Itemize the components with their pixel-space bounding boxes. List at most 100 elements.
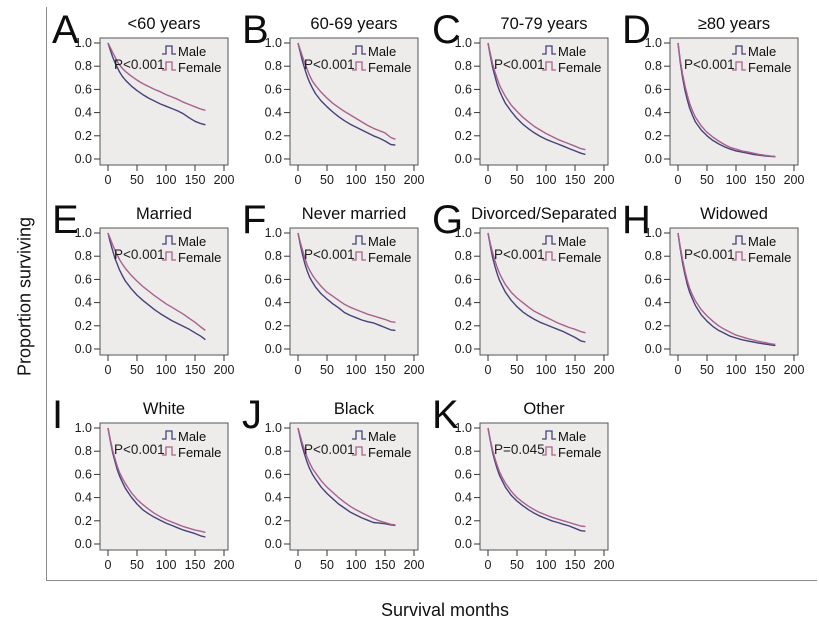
km-panel-E: E Married 1.0 0.8 0.6 0.4 0.2 0.0 0 50 100 150 200 P<… bbox=[50, 190, 245, 380]
p-value-label: P<0.001 bbox=[494, 57, 545, 72]
female-curve bbox=[487, 427, 586, 528]
panel-title: 60-69 years bbox=[310, 15, 397, 33]
x-tick-label: 50 bbox=[130, 363, 144, 377]
plot-area bbox=[479, 422, 609, 551]
x-tick-label: 0 bbox=[295, 363, 302, 377]
panel-title: Widowed bbox=[700, 205, 768, 223]
male-curve bbox=[297, 427, 396, 527]
x-tick-label: 0 bbox=[485, 558, 492, 572]
panel-letter: K bbox=[432, 393, 459, 437]
x-tick-label: 50 bbox=[700, 173, 714, 187]
legend-male-glyph bbox=[352, 235, 366, 245]
y-tick-label: 0.8 bbox=[75, 59, 92, 73]
female-curve bbox=[107, 232, 206, 331]
y-tick-label: 0.2 bbox=[645, 129, 662, 143]
panel-letter: F bbox=[242, 198, 266, 242]
km-panel-C: C 70-79 years 1.0 0.8 0.6 0.4 0.2 0.0 0 50 100 150 2… bbox=[430, 0, 625, 190]
legend-male-glyph bbox=[732, 235, 746, 245]
legend-male-label: Male bbox=[558, 429, 586, 444]
panel-letter: B bbox=[242, 8, 269, 52]
p-value-label: P=0.045 bbox=[494, 442, 545, 457]
y-tick-label: 0.0 bbox=[645, 342, 662, 356]
y-tick-label: 1.0 bbox=[265, 226, 282, 240]
y-tick-label: 0.4 bbox=[265, 491, 282, 505]
legend-male-label: Male bbox=[178, 429, 206, 444]
x-tick-label: 200 bbox=[594, 558, 615, 572]
x-tick-label: 0 bbox=[295, 173, 302, 187]
y-tick-label: 0.6 bbox=[265, 272, 282, 286]
female-curve bbox=[107, 427, 206, 534]
y-tick-label: 0.6 bbox=[455, 467, 472, 481]
x-tick-label: 200 bbox=[594, 173, 615, 187]
y-tick-label: 0.4 bbox=[75, 296, 92, 310]
y-tick-label: 0.8 bbox=[265, 59, 282, 73]
y-tick-label: 0.6 bbox=[75, 82, 92, 96]
x-tick-label: 0 bbox=[675, 363, 682, 377]
legend-male-glyph bbox=[732, 45, 746, 55]
x-tick-label: 150 bbox=[185, 363, 206, 377]
legend-male-label: Male bbox=[748, 234, 776, 249]
x-tick-label: 50 bbox=[510, 558, 524, 572]
x-tick-label: 150 bbox=[375, 558, 396, 572]
panel-letter: I bbox=[52, 393, 63, 437]
legend-male-glyph bbox=[162, 235, 176, 245]
y-tick-label: 0.0 bbox=[455, 152, 472, 166]
x-tick-label: 50 bbox=[320, 173, 334, 187]
y-tick-label: 0.6 bbox=[265, 467, 282, 481]
km-panel-D: D ≥80 years 1.0 0.8 0.6 0.4 0.2 0.0 0 50 100 150 200… bbox=[620, 0, 815, 190]
y-tick-label: 0.8 bbox=[265, 444, 282, 458]
plot-area bbox=[99, 227, 229, 356]
legend-male-label: Male bbox=[368, 429, 396, 444]
x-tick-label: 100 bbox=[346, 363, 367, 377]
y-tick-label: 0.0 bbox=[265, 537, 282, 551]
x-tick-label: 0 bbox=[105, 173, 112, 187]
p-value-label: P<0.001 bbox=[684, 247, 735, 262]
y-tick-label: 0.4 bbox=[75, 491, 92, 505]
y-tick-label: 0.0 bbox=[455, 537, 472, 551]
female-curve bbox=[297, 427, 396, 526]
y-tick-label: 1.0 bbox=[455, 421, 472, 435]
km-plot-K: K Other 1.0 0.8 0.6 0.4 0.2 0.0 0 50 100 150 200 P=0.… bbox=[432, 393, 615, 572]
y-tick-label: 0.8 bbox=[265, 249, 282, 263]
x-tick-label: 100 bbox=[346, 173, 367, 187]
x-tick-label: 100 bbox=[536, 363, 557, 377]
x-tick-label: 0 bbox=[105, 558, 112, 572]
plot-area bbox=[289, 37, 419, 166]
p-value-label: P<0.001 bbox=[684, 57, 735, 72]
panel-title: Married bbox=[136, 205, 192, 223]
legend-female-label: Female bbox=[178, 250, 221, 265]
female-curve bbox=[297, 232, 396, 323]
km-panel-F: F Never married 1.0 0.8 0.6 0.4 0.2 0.0 0 50 100 15… bbox=[240, 190, 435, 380]
panel-title: Other bbox=[523, 400, 565, 418]
plot-area bbox=[289, 422, 419, 551]
legend-female-label: Female bbox=[748, 250, 791, 265]
x-tick-label: 100 bbox=[536, 558, 557, 572]
x-tick-label: 200 bbox=[214, 173, 235, 187]
y-tick-label: 0.4 bbox=[265, 296, 282, 310]
km-plot-C: C 70-79 years 1.0 0.8 0.6 0.4 0.2 0.0 0 50 100 150 2… bbox=[432, 8, 615, 187]
y-tick-label: 0.0 bbox=[265, 152, 282, 166]
legend-female-label: Female bbox=[748, 60, 791, 75]
legend-female-glyph bbox=[162, 446, 176, 456]
legend-male-label: Male bbox=[558, 234, 586, 249]
y-tick-label: 0.0 bbox=[265, 342, 282, 356]
y-tick-label: 0.4 bbox=[455, 296, 472, 310]
legend-female-label: Female bbox=[368, 445, 411, 460]
y-tick-label: 0.0 bbox=[645, 152, 662, 166]
km-plot-B: B 60-69 years 1.0 0.8 0.6 0.4 0.2 0.0 0 50 100 150 2… bbox=[242, 8, 424, 187]
y-tick-label: 0.6 bbox=[75, 272, 92, 286]
y-tick-label: 0.8 bbox=[75, 249, 92, 263]
legend-female-glyph bbox=[732, 251, 746, 261]
panel-title: White bbox=[143, 400, 185, 418]
km-plot-G: G Divorced/Separated 1.0 0.8 0.6 0.4 0.2 0.0 0 50… bbox=[432, 198, 617, 377]
legend-male-label: Male bbox=[368, 44, 396, 59]
male-curve bbox=[677, 42, 776, 158]
male-curve bbox=[487, 42, 586, 156]
km-plot-I: I White 1.0 0.8 0.6 0.4 0.2 0.0 0 50 100 150 200 P<0.… bbox=[52, 393, 234, 572]
legend-female-glyph bbox=[162, 251, 176, 261]
legend-male-label: Male bbox=[558, 44, 586, 59]
x-tick-label: 0 bbox=[485, 363, 492, 377]
km-panel-J: J Black 1.0 0.8 0.6 0.4 0.2 0.0 0 50 100 150 200 P<0.… bbox=[240, 385, 435, 575]
male-curve bbox=[297, 42, 396, 146]
y-tick-label: 0.4 bbox=[455, 491, 472, 505]
